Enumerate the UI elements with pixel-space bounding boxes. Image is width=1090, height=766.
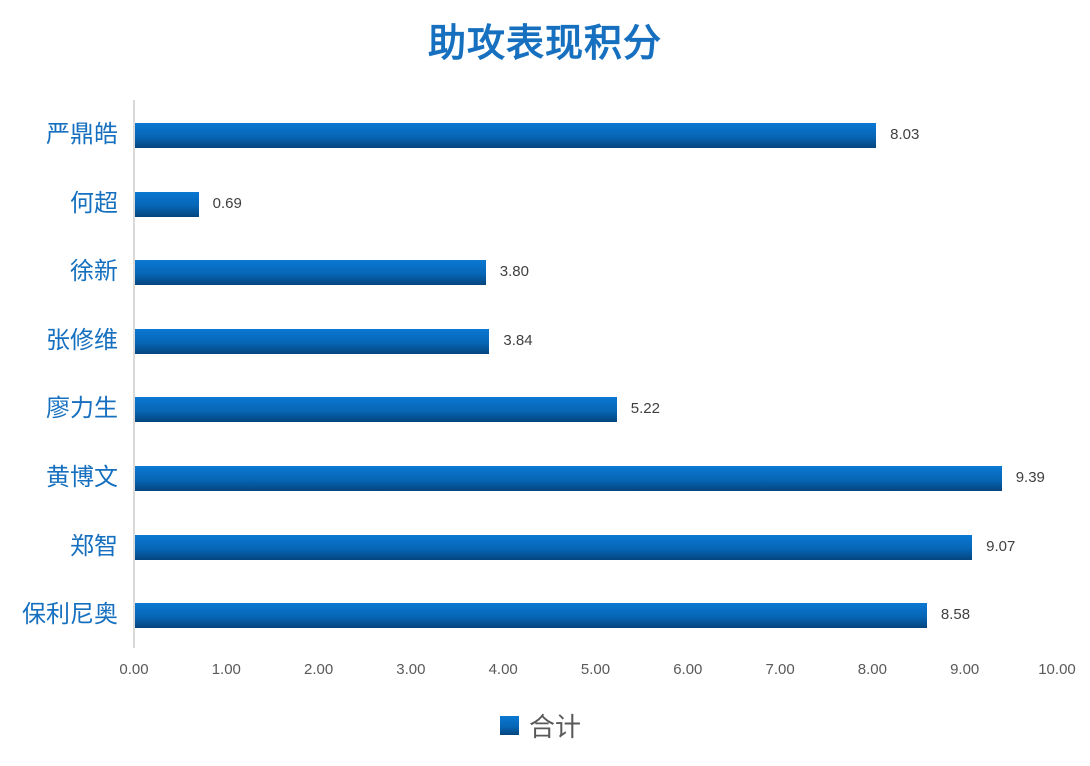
bar [135, 260, 486, 286]
category-label: 黄博文 [46, 464, 118, 491]
bar [135, 191, 199, 217]
x-tick-label: 2.00 [303, 661, 334, 678]
bar [135, 603, 927, 629]
bar [135, 328, 490, 354]
category-label: 严鼎皓 [46, 121, 118, 148]
category-label: 张修维 [46, 326, 118, 354]
legend-swatch-icon [500, 715, 519, 735]
x-tick-label: 5.00 [580, 661, 611, 678]
x-tick-label: 7.00 [765, 661, 795, 678]
value-label: 9.07 [986, 537, 1016, 555]
x-tick-label: 4.00 [488, 661, 518, 678]
legend-label: 合计 [529, 711, 582, 742]
category-axis-line [133, 100, 135, 648]
category-label: 廖力生 [46, 395, 118, 423]
value-label: 3.84 [503, 331, 533, 349]
x-tick-label: 6.00 [673, 661, 703, 678]
x-tick-label: 10.00 [1038, 661, 1076, 678]
bar [135, 397, 617, 423]
x-tick-label: 9.00 [950, 661, 980, 678]
value-label: 5.22 [630, 400, 660, 418]
category-label: 何超 [70, 189, 118, 217]
bar [135, 466, 1002, 491]
value-label: 9.39 [1015, 469, 1045, 486]
category-label: 郑智 [70, 532, 118, 560]
x-tick-label: 1.00 [211, 661, 241, 678]
bar [135, 123, 877, 148]
chart-title: 助攻表现积分 [427, 23, 662, 65]
value-label: 8.03 [890, 126, 920, 143]
value-label: 3.80 [499, 263, 529, 281]
x-tick-label: 3.00 [396, 661, 426, 678]
bar [135, 534, 973, 560]
legend: 合计 [500, 708, 581, 742]
category-label: 徐新 [70, 258, 118, 286]
category-label: 保利尼奥 [22, 601, 118, 629]
value-label: 0.69 [212, 194, 242, 212]
x-tick-label: 0.00 [119, 661, 149, 678]
value-label: 8.58 [940, 606, 971, 624]
x-tick-label: 8.00 [857, 661, 887, 678]
